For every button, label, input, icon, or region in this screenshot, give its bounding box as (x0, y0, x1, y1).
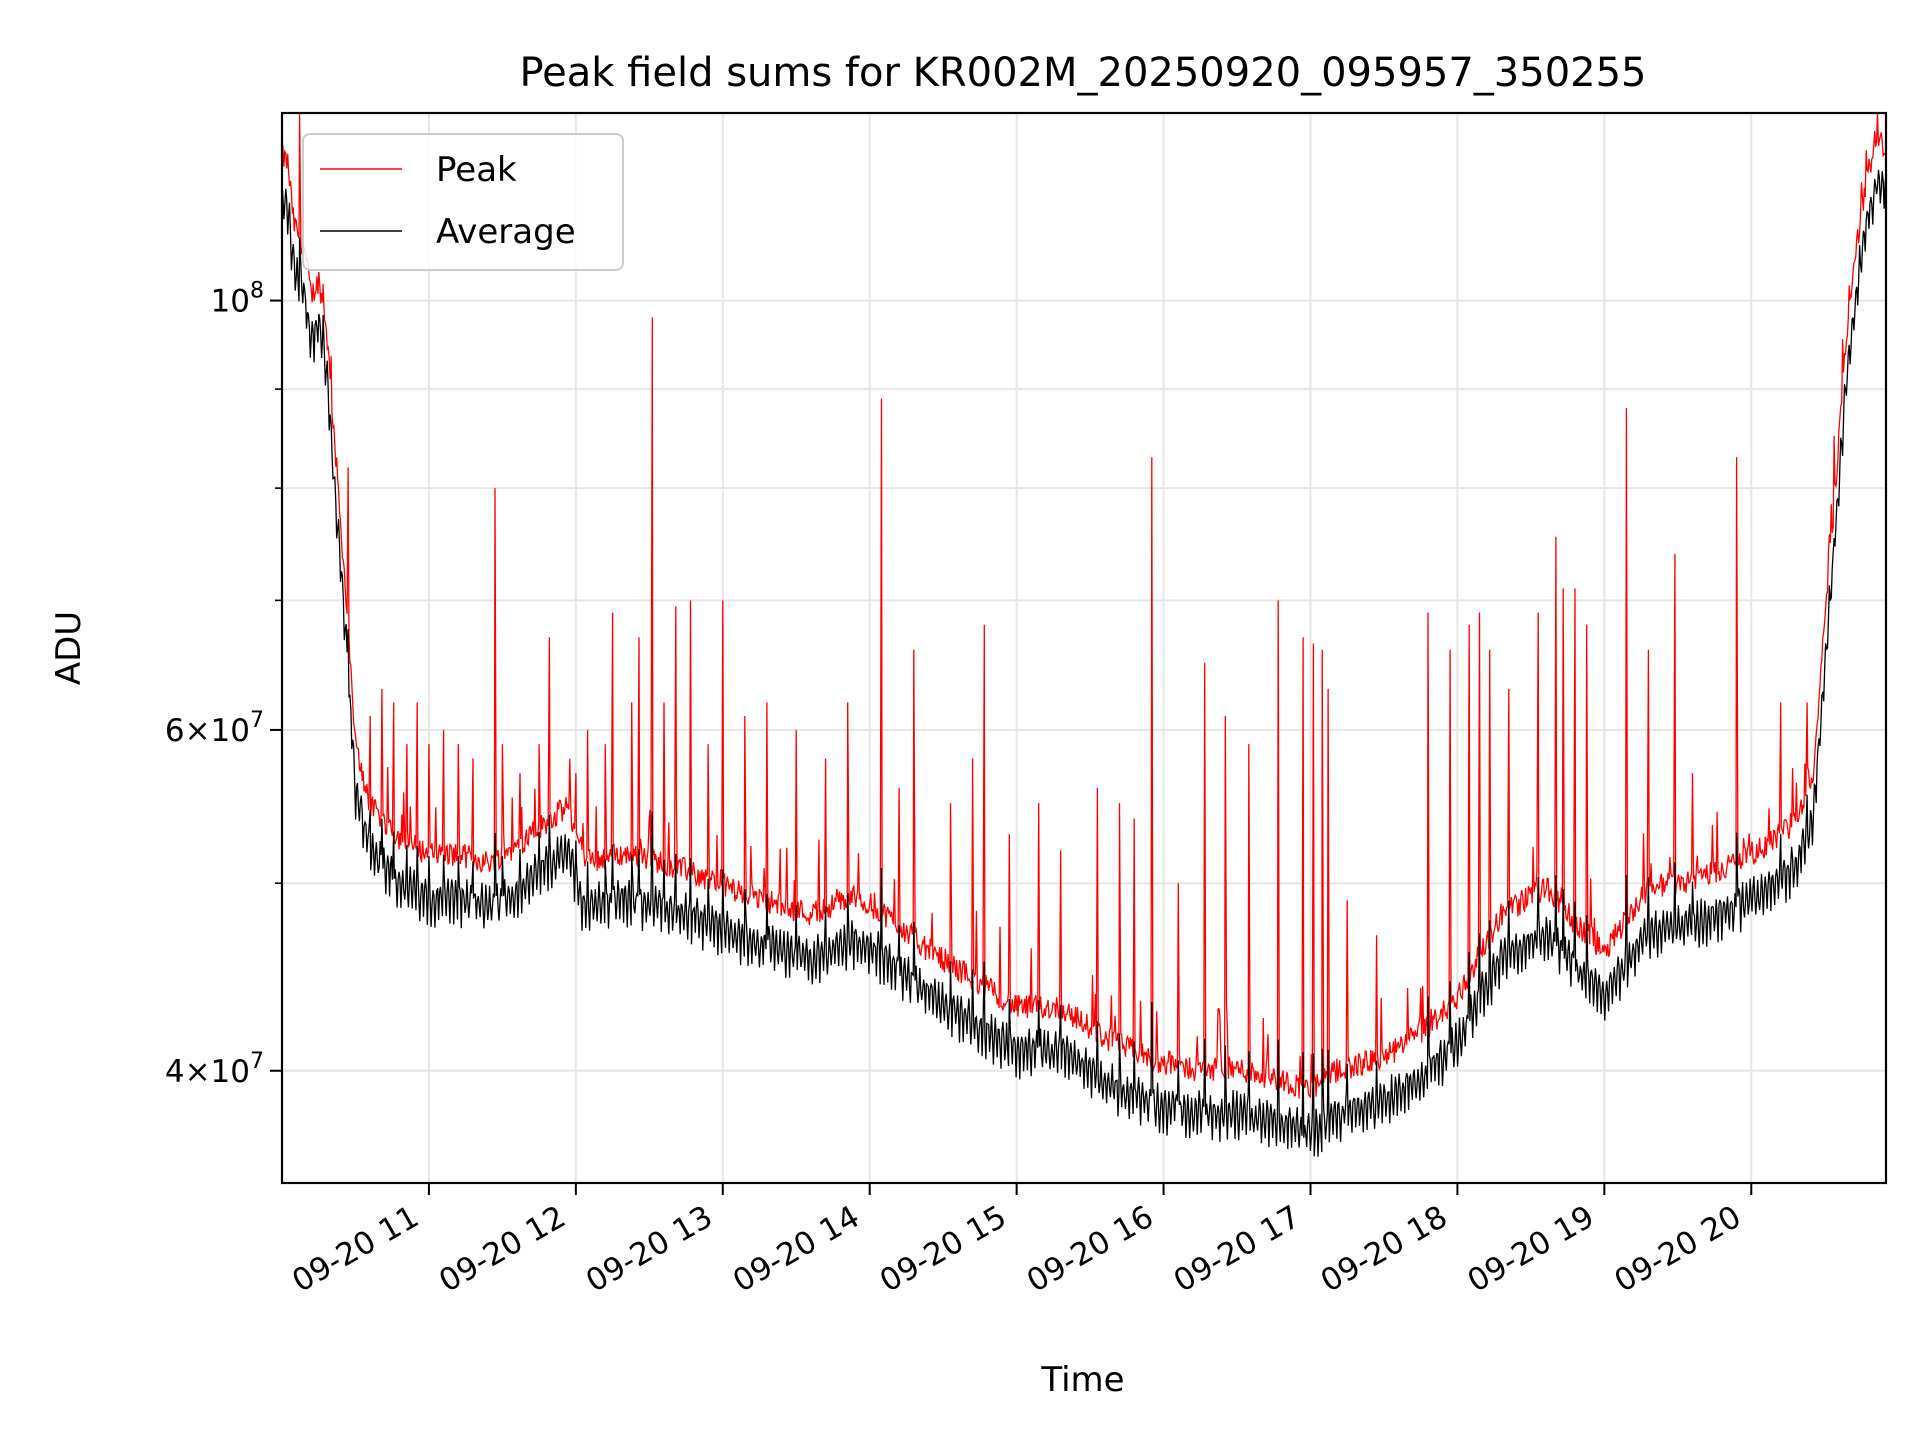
x-axis-label: Time (1040, 1360, 1124, 1400)
series-layer (282, 113, 1886, 1157)
legend-label-peak: Peak (436, 150, 517, 190)
plot-frame (280, 111, 1888, 1185)
legend-box (302, 133, 624, 271)
y-axis-label: ADU (49, 611, 89, 685)
y-tick-label-0: 4×107 (165, 1049, 264, 1090)
series-line-average (282, 169, 1886, 1157)
y-axis-ticks: 4×107 6×107 108 (165, 279, 282, 1090)
y-tick-label-2: 108 (211, 279, 264, 320)
chart-title: Peak field sums for KR002M_20250920_0959… (519, 50, 1646, 96)
legend: Peak Average (302, 133, 624, 271)
series-line-peak (282, 113, 1886, 1099)
y-tick-label-1: 6×107 (165, 708, 264, 749)
legend-label-average: Average (436, 212, 576, 252)
